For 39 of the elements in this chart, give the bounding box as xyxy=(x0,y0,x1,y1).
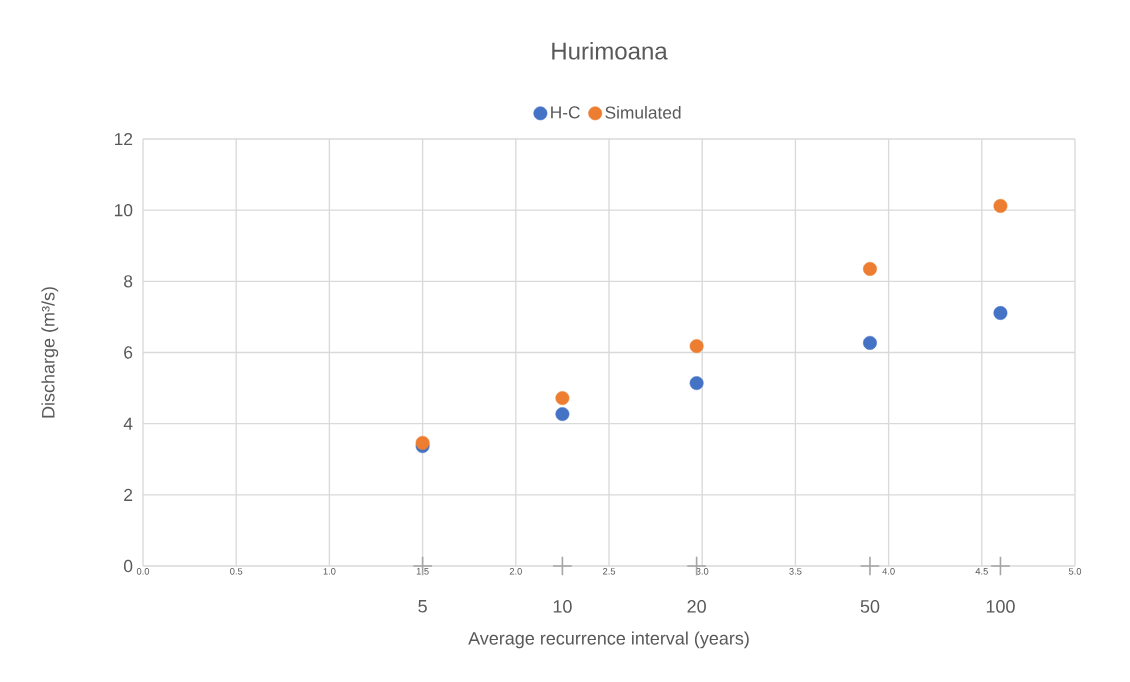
point xyxy=(990,555,1011,577)
annotation: 20 xyxy=(687,600,706,613)
point xyxy=(859,555,881,577)
point xyxy=(863,261,877,276)
y-tick-label: 6 xyxy=(124,346,133,359)
annotation: 5 xyxy=(418,600,427,613)
annotation: 100 xyxy=(986,600,1015,613)
legend-label: H-C xyxy=(551,106,580,119)
point xyxy=(555,391,570,405)
point xyxy=(552,555,573,577)
point xyxy=(863,335,877,350)
legend-label: Simulated xyxy=(605,106,681,119)
x-axis-title: Average recurrence interval (years) xyxy=(468,631,749,649)
y-tick-label: 2 xyxy=(124,488,133,501)
point xyxy=(555,407,570,421)
x-tick-label: 1.0 xyxy=(323,568,336,575)
chart-title: Hurimoana xyxy=(552,41,668,60)
point xyxy=(993,306,1008,320)
x-tick-label: 3.5 xyxy=(789,568,802,575)
point xyxy=(415,435,430,450)
x-tick-label: 0.0 xyxy=(136,568,150,575)
point xyxy=(689,339,704,354)
y-axis-title: Discharge (m³/s) xyxy=(41,287,59,418)
x-tick-label: 2.5 xyxy=(602,568,616,575)
x-tick-label: 1.5 xyxy=(416,568,429,575)
y-tick-label: 0 xyxy=(123,559,133,573)
y-tick-label: 10 xyxy=(115,204,133,217)
x-tick-label: 0.5 xyxy=(230,568,243,575)
x-tick-label: 5.0 xyxy=(1068,568,1082,575)
point xyxy=(689,376,704,391)
y-tick-label: 4 xyxy=(123,417,133,430)
x-tick-label: 4.5 xyxy=(975,568,988,575)
point xyxy=(993,198,1008,213)
annotation: 10 xyxy=(553,600,572,613)
x-tick-label: 2.0 xyxy=(509,568,522,575)
y-tick-label: 12 xyxy=(115,132,133,146)
y-tick-label: 8 xyxy=(124,275,133,288)
annotation: 50 xyxy=(860,600,880,613)
x-tick-label: 4.0 xyxy=(882,568,895,575)
